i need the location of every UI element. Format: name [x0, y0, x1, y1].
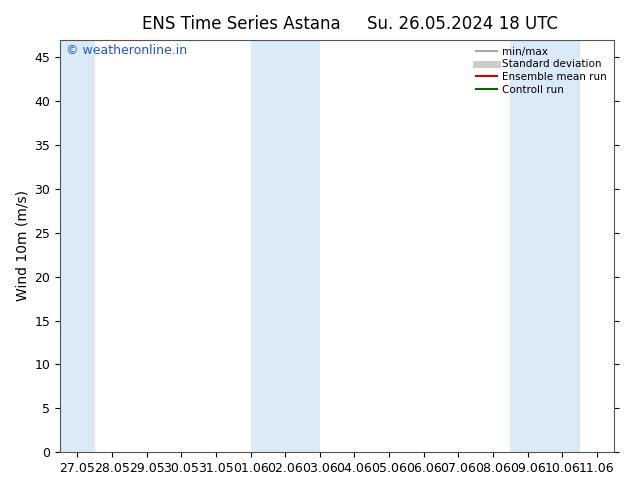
Text: © weatheronline.in: © weatheronline.in [66, 44, 187, 57]
Legend: min/max, Standard deviation, Ensemble mean run, Controll run: min/max, Standard deviation, Ensemble me… [474, 45, 609, 97]
Y-axis label: Wind 10m (m/s): Wind 10m (m/s) [15, 191, 29, 301]
Bar [60, 40, 94, 452]
Bar [250, 40, 320, 452]
Bar [510, 40, 579, 452]
Text: Su. 26.05.2024 18 UTC: Su. 26.05.2024 18 UTC [367, 15, 559, 33]
Text: ENS Time Series Astana: ENS Time Series Astana [141, 15, 340, 33]
